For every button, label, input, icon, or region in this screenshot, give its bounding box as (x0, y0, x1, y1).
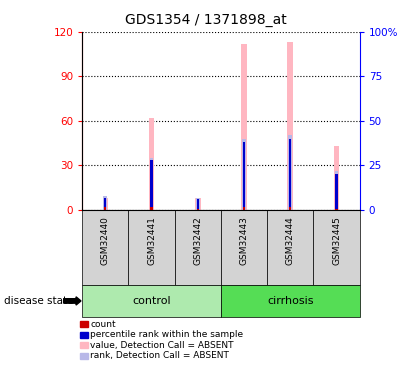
Bar (334, 146, 339, 210)
Text: GSM32445: GSM32445 (332, 216, 341, 265)
Bar (195, 198, 201, 210)
Text: disease state: disease state (4, 296, 74, 306)
Bar (267, 210, 314, 285)
Text: GSM32443: GSM32443 (240, 216, 249, 265)
Bar (335, 209, 338, 210)
Bar (104, 207, 106, 210)
Bar (289, 135, 292, 210)
Bar (150, 158, 153, 210)
Text: GSM32444: GSM32444 (286, 216, 295, 265)
Text: rank, Detection Call = ABSENT: rank, Detection Call = ABSENT (90, 351, 229, 360)
Bar (289, 139, 291, 210)
Text: GDS1354 / 1371898_at: GDS1354 / 1371898_at (125, 13, 286, 27)
Bar (221, 210, 267, 285)
Bar (241, 44, 247, 210)
Bar (313, 210, 360, 285)
Bar (82, 210, 128, 285)
Text: percentile rank within the sample: percentile rank within the sample (90, 330, 244, 339)
Bar (104, 198, 106, 210)
Bar (196, 209, 199, 210)
Text: count: count (90, 320, 116, 329)
Bar (128, 210, 175, 285)
Bar (288, 42, 293, 210)
Text: GSM32440: GSM32440 (101, 216, 110, 265)
Text: cirrhosis: cirrhosis (267, 296, 314, 306)
Bar (335, 171, 338, 210)
Bar (243, 142, 245, 210)
Bar (221, 285, 360, 317)
Bar (82, 285, 221, 317)
Bar (289, 207, 291, 210)
Text: GSM32441: GSM32441 (147, 216, 156, 265)
Bar (196, 200, 199, 210)
Text: GSM32442: GSM32442 (193, 216, 202, 265)
Bar (175, 210, 221, 285)
Text: control: control (132, 296, 171, 306)
Bar (150, 207, 153, 210)
Bar (149, 118, 155, 210)
Bar (335, 174, 338, 210)
Bar (242, 139, 246, 210)
Bar (196, 198, 200, 210)
Text: value, Detection Call = ABSENT: value, Detection Call = ABSENT (90, 341, 234, 350)
Bar (243, 207, 245, 210)
Bar (150, 160, 153, 210)
Bar (103, 198, 108, 210)
Bar (104, 196, 107, 210)
